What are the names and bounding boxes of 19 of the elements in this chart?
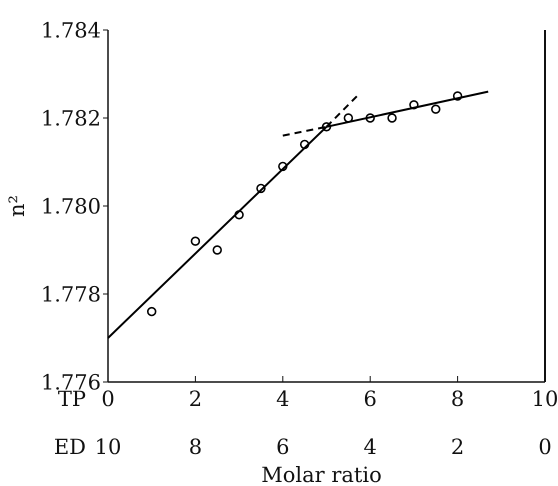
x2-tick-label: 8 <box>188 435 202 459</box>
x2-tick-label: 10 <box>94 435 122 459</box>
y-tick-label: 1.780 <box>40 194 101 218</box>
y-axis-title: n² <box>5 195 29 217</box>
x-tick-label: 10 <box>532 387 558 411</box>
x2-axis-title: ED <box>54 435 86 459</box>
x-tick-label: 4 <box>276 387 290 411</box>
x2-tick-label: 2 <box>450 435 464 459</box>
x-tick-label: 2 <box>188 387 202 411</box>
x-tick-label: 0 <box>101 387 115 411</box>
y-tick-label: 1.782 <box>40 106 101 130</box>
x-tick-label: 8 <box>450 387 464 411</box>
x2-tick-label: 4 <box>364 435 377 459</box>
y-tick-label: 1.778 <box>40 282 101 306</box>
x-tick-label: 6 <box>364 387 377 411</box>
x2-tick-label: 6 <box>276 435 290 459</box>
text: Molar ratio <box>261 463 382 486</box>
y-tick-label: 1.784 <box>40 18 101 42</box>
x2-tick-label: 0 <box>538 435 552 459</box>
